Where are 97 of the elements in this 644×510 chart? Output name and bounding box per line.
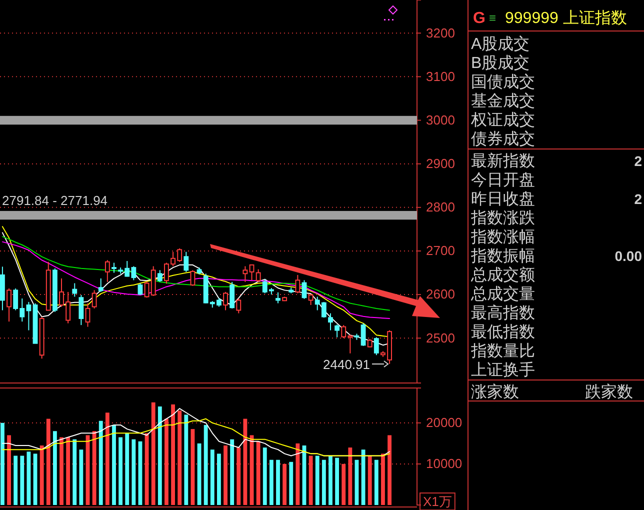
bar [262,448,267,505]
text: G [473,10,486,27]
y-tick-label: 3100 [426,68,455,84]
text: 今日开盘 [471,172,535,189]
text: 最低指数 [471,323,535,341]
text: 指数涨幅 [470,228,535,246]
text: 涨家数 [471,383,519,401]
bar [335,458,340,505]
text: 指数涨跌 [470,209,535,227]
bar [20,456,24,505]
y-axis-title: X1万 [423,494,452,509]
bar [164,418,168,505]
text: 999999 上证指数 [505,9,627,27]
text: 跌家数 [585,383,633,401]
candlestick [0,266,5,311]
text: A股成交 [471,35,530,53]
bar [0,422,4,505]
text: 最高指数 [471,304,535,322]
y-tick-label: 3200 [426,25,455,40]
bar [60,437,64,505]
bar [230,439,234,505]
text: 指数量比 [470,342,535,360]
line-series [2,418,390,456]
band-label: 2791.84 - 2771.94 [2,192,108,208]
bar [112,424,116,505]
bar [342,464,346,505]
y-tick-label: 2800 [426,200,455,215]
bar [282,464,287,505]
bar [178,410,182,505]
bar [125,433,130,505]
bar [374,460,378,505]
bar [243,418,248,505]
bar [296,443,300,505]
bar [328,456,332,505]
bar [52,431,57,505]
bar [46,418,50,505]
text: 指数振幅 [470,247,535,265]
bar [368,456,372,505]
bar [151,402,156,505]
candlestick [276,292,280,304]
text: 权证成交 [470,111,535,129]
text: 基金成交 [471,92,535,110]
bar [269,460,274,505]
bar [308,456,313,505]
text: 国债成交 [471,73,535,91]
bar [158,406,162,505]
bar [256,441,260,505]
bar [204,424,208,505]
bar [236,448,241,505]
line-series [2,236,390,311]
text: 总成交量 [470,285,535,303]
bar [348,448,352,505]
bar [144,433,149,505]
bar [105,412,110,505]
y-tick-label: 2700 [426,243,455,258]
bar [92,431,96,505]
y-tick-label: 10000 [426,456,462,472]
bar [322,460,326,505]
text: 昨日收盘 [471,191,535,208]
bar [224,445,228,505]
bar [132,439,136,505]
bar [171,404,175,505]
bar [184,414,188,505]
text: 最新指数 [471,152,535,170]
text: 2 [634,191,642,207]
text: ≡ [489,11,496,25]
bar [210,450,214,505]
bar [33,454,38,505]
bar [72,439,77,505]
bar [388,435,392,505]
bar [289,462,294,505]
bar [98,420,103,505]
bar [7,435,11,505]
y-tick-label: 2600 [426,286,455,302]
bar [66,437,70,505]
bar [40,445,44,505]
y-tick-label: 2500 [426,330,455,346]
line-series [2,241,390,320]
bar [217,454,221,505]
y-tick-label: 20000 [426,415,462,430]
text: 总成交额 [470,266,535,284]
y-tick-label: 3000 [426,112,455,128]
bar [381,454,385,505]
bar [118,437,123,505]
y-tick-label: 2900 [426,156,455,171]
bar [361,450,366,505]
text: 2 [634,153,642,169]
text: B股成交 [471,54,530,72]
bar [315,456,320,505]
text: 0.00 [614,248,642,264]
bar [26,452,31,505]
text: 债券成交 [471,130,535,148]
bar [276,460,280,505]
annotation: 2440.91 [323,357,370,372]
text: 上证换手 [471,361,535,379]
bar [14,456,18,505]
bar [79,450,84,505]
